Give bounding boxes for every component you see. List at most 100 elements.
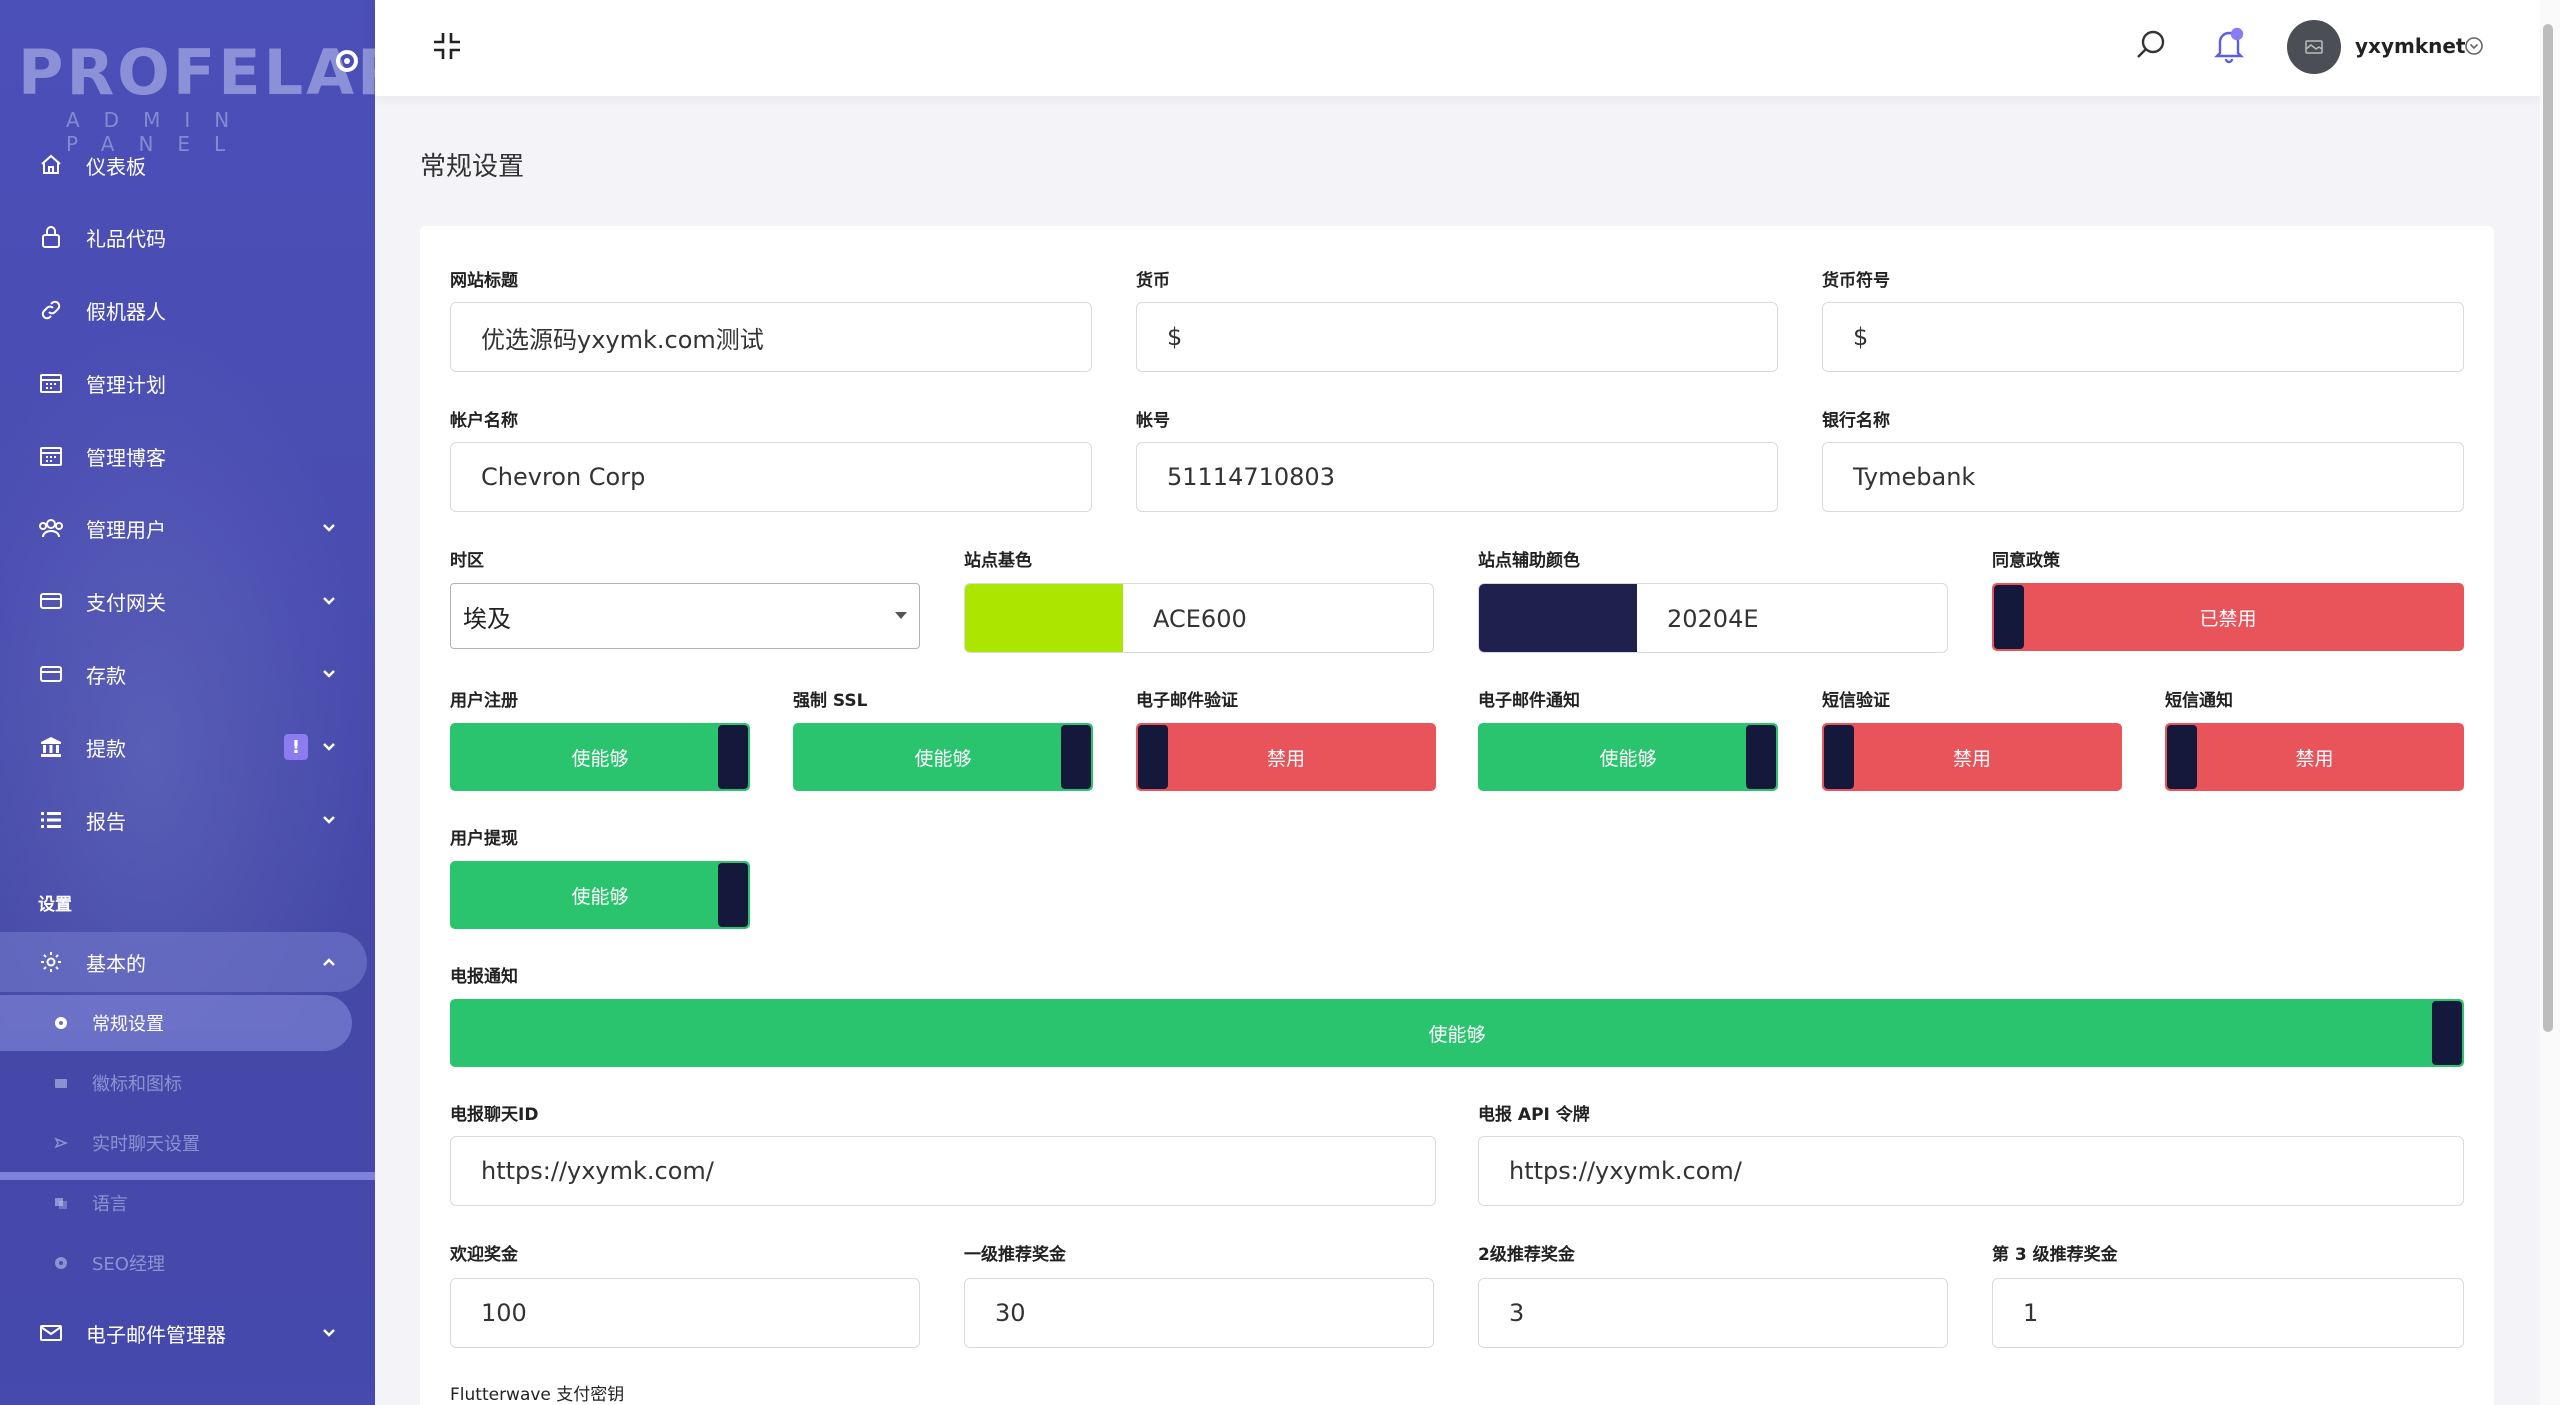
card-icon (38, 661, 64, 687)
sidebar-item-manage-blogs[interactable]: 管理博客 (0, 426, 375, 486)
toggle-knob (1746, 725, 1776, 789)
agree-policy-toggle[interactable]: 已禁用 (1992, 583, 2464, 651)
force-ssl-toggle[interactable]: 使能够 (793, 723, 1093, 791)
user-registration-toggle[interactable]: 使能够 (450, 723, 750, 791)
toggle-knob (1138, 725, 1168, 789)
toggle-knob (718, 725, 748, 789)
account-name-label: 帐户名称 (450, 411, 518, 431)
sidebar-item-label: 礼品代码 (86, 226, 166, 251)
welcome-bonus-input[interactable]: 100 (450, 1278, 920, 1348)
image-icon (55, 1079, 67, 1088)
secondary-color-input[interactable]: 20204E (1478, 583, 1948, 653)
base-color-swatch[interactable] (965, 584, 1123, 652)
avatar[interactable] (2287, 20, 2341, 74)
sms-verification-toggle[interactable]: 禁用 (1822, 723, 2122, 791)
telegram-notification-toggle[interactable]: 使能够 (450, 999, 2464, 1067)
chevron-down-icon (323, 816, 335, 824)
telegram-api-token-input[interactable]: https://yxymk.com/ (1478, 1136, 2464, 1206)
users-icon (38, 515, 64, 541)
ref-level1-input[interactable]: 30 (964, 1278, 1434, 1348)
welcome-bonus-label: 欢迎奖金 (450, 1245, 518, 1265)
sidebar-item-dashboard[interactable]: 仪表板 (0, 135, 375, 195)
toggle-state: 使能够 (1428, 1023, 1486, 1046)
chevron-down-icon (323, 1329, 335, 1337)
account-number-input[interactable]: 51114710803 (1136, 442, 1778, 512)
timezone-value: 埃及 (463, 604, 511, 633)
email-notification-toggle[interactable]: 使能够 (1478, 723, 1778, 791)
currency-symbol-input[interactable]: $ (1822, 302, 2464, 372)
sidebar-subitem-language[interactable]: 语言 (0, 1178, 375, 1228)
sidebar-item-basic[interactable]: 基本的 (0, 932, 375, 992)
telegram-chat-id-label: 电报聊天ID (450, 1105, 539, 1125)
sidebar-subitem-logo-favicon[interactable]: 徽标和图标 (0, 1058, 375, 1108)
username[interactable]: yxymknet (2355, 34, 2466, 58)
sidebar-item-withdrawals[interactable]: 提款 ! (0, 717, 375, 777)
timezone-select[interactable]: 埃及 (450, 583, 920, 649)
toggle-state: 禁用 (1952, 747, 1991, 770)
chevron-down-icon (323, 743, 335, 751)
collapse-icon[interactable] (431, 30, 463, 62)
logo-subtext: ADMIN PANEL (66, 108, 254, 156)
toggle-knob (718, 863, 748, 927)
sidebar-item-manage-plans[interactable]: 管理计划 (0, 353, 375, 413)
sidebar: PROFELAR ADMIN PANEL 仪表板 礼品代码 假机器人 管理计划 … (0, 0, 375, 1405)
sms-notification-label: 短信通知 (2165, 691, 2233, 711)
sidebar-item-label: 假机器人 (86, 299, 166, 324)
sidebar-item-reports[interactable]: 报告 (0, 790, 375, 850)
site-title-label: 网站标题 (450, 271, 518, 291)
bank-name-label: 银行名称 (1822, 411, 1890, 431)
user-image-icon (2305, 40, 2323, 54)
sidebar-item-email-manager[interactable]: 电子邮件管理器 (0, 1303, 375, 1363)
user-registration-label: 用户注册 (450, 691, 518, 711)
card-icon (38, 588, 64, 614)
sidebar-subitem-seo[interactable]: SEO经理 (0, 1238, 375, 1288)
toggle-knob (2432, 1001, 2462, 1065)
sidebar-item-label: 存款 (86, 663, 126, 688)
gear-icon (38, 949, 64, 975)
user-withdrawal-label: 用户提现 (450, 829, 518, 849)
site-title-input[interactable]: 优选源码yxymk.com测试 (450, 302, 1092, 372)
toggle-state: 禁用 (1266, 747, 1305, 770)
toggle-state: 使能够 (571, 747, 629, 770)
sidebar-item-fake-bots[interactable]: 假机器人 (0, 280, 375, 340)
sidebar-subitem-label: 语言 (92, 1194, 128, 1215)
timezone-label: 时区 (450, 551, 484, 571)
ref-level2-input[interactable]: 3 (1478, 1278, 1948, 1348)
calendar-icon (38, 370, 64, 396)
telegram-chat-id-input[interactable]: https://yxymk.com/ (450, 1136, 1436, 1206)
account-name-input[interactable]: Chevron Corp (450, 442, 1092, 512)
link-icon (38, 297, 64, 323)
sidebar-item-label: 仪表板 (86, 154, 146, 179)
sidebar-item-label: 管理博客 (86, 445, 166, 470)
sidebar-subitem-live-chat[interactable]: 实时聊天设置 (0, 1118, 375, 1168)
sidebar-item-label: 管理计划 (86, 372, 166, 397)
secondary-color-swatch[interactable] (1479, 584, 1637, 652)
sidebar-item-gift-codes[interactable]: 礼品代码 (0, 207, 375, 267)
sidebar-item-deposits[interactable]: 存款 (0, 644, 375, 704)
sms-notification-toggle[interactable]: 禁用 (2165, 723, 2464, 791)
ref-level3-input[interactable]: 1 (1992, 1278, 2464, 1348)
page-title: 常规设置 (420, 152, 525, 182)
sidebar-item-payment-gateways[interactable]: 支付网关 (0, 571, 375, 631)
bell-icon[interactable] (2211, 26, 2247, 64)
settings-section-label: 设置 (38, 895, 72, 915)
currency-input[interactable]: $ (1136, 302, 1778, 372)
sidebar-item-label: 电子邮件管理器 (86, 1322, 226, 1347)
sidebar-item-label: 管理用户 (86, 517, 166, 542)
gear-icon (55, 1017, 67, 1029)
search-icon[interactable] (2134, 28, 2168, 62)
scrollbar-thumb[interactable] (2543, 24, 2553, 1032)
bank-name-input[interactable]: Tymebank (1822, 442, 2464, 512)
email-verification-toggle[interactable]: 禁用 (1136, 723, 1436, 791)
sidebar-item-label: 报告 (86, 809, 126, 834)
base-color-input[interactable]: ACE600 (964, 583, 1434, 653)
chevron-down-circle-icon[interactable] (2464, 36, 2484, 56)
sidebar-subitem-general-settings[interactable]: 常规设置 (0, 998, 375, 1048)
logo[interactable]: PROFELAR ADMIN PANEL (18, 36, 375, 156)
toggle-state: 使能够 (571, 885, 629, 908)
sidebar-item-manage-users[interactable]: 管理用户 (0, 498, 375, 558)
telegram-api-token-label: 电报 API 令牌 (1478, 1105, 1590, 1125)
user-withdrawal-toggle[interactable]: 使能够 (450, 861, 750, 929)
toggle-state: 禁用 (2295, 747, 2334, 770)
telegram-notification-label: 电报通知 (450, 967, 518, 987)
